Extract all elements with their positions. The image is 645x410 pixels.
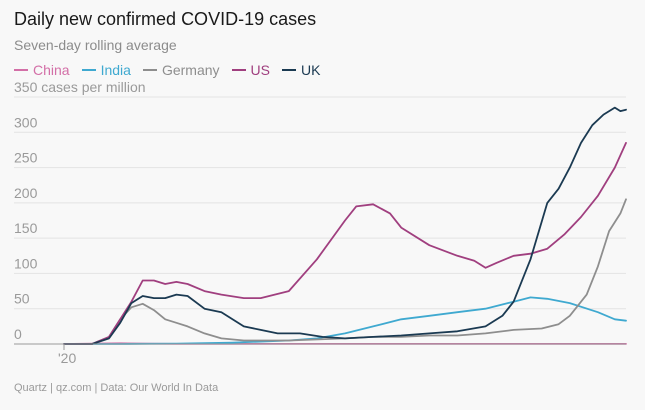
y-tick-label-300: 300 [14,114,38,130]
chart-subtitle: Seven-day rolling average [14,37,177,53]
series-line-us [63,142,627,345]
legend-label-germany: Germany [161,62,220,78]
legend-item-uk: UK [281,62,321,78]
series-line-uk [63,106,627,345]
legend-swatch-china [14,69,28,71]
grid [14,96,626,310]
legend-item-germany: Germany [142,62,220,78]
y-tick-label-50: 50 [14,291,30,307]
x-tick-label: '20 [58,350,76,366]
legend-label-china: China [33,62,70,78]
legend-label-uk: UK [300,62,321,78]
y-tick-label-100: 100 [14,255,38,271]
footer-credit: Quartz | qz.com | Data: Our World In Dat… [14,382,219,394]
legend-swatch-us [231,69,246,71]
legend-item-china: China [14,62,70,78]
legend: China India Germany US UK [14,62,320,78]
axes: 0 50 100 150 200 250 300 350 cases per million '… [14,79,626,366]
legend-swatch-germany [142,69,157,71]
y-tick-label-0: 0 [14,326,22,342]
chart-title: Daily new confirmed COVID-19 cases [14,9,317,29]
y-tick-label-350: 350 cases per million [14,79,146,95]
legend-label-india: India [100,62,131,78]
y-tick-label-150: 150 [14,220,38,236]
legend-label-us: US [250,62,270,78]
legend-item-us: US [231,62,270,78]
series-line-india [63,296,627,345]
legend-swatch-uk [281,69,296,71]
legend-swatch-india [81,69,96,71]
y-tick-label-200: 200 [14,185,38,201]
y-tick-label-250: 250 [14,150,38,166]
legend-item-india: India [81,62,131,78]
